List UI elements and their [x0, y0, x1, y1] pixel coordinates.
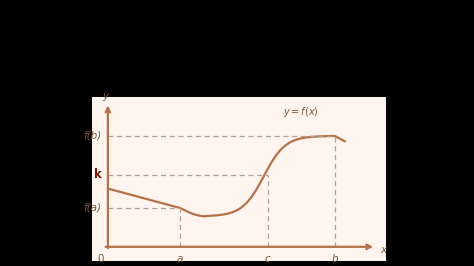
Text: x: x	[380, 245, 386, 255]
Text: f(b): f(b)	[83, 131, 101, 141]
Text: c: c	[265, 255, 271, 264]
Text: $y = f(x)$: $y = f(x)$	[283, 105, 319, 119]
Text: b: b	[331, 255, 338, 264]
Text: a: a	[177, 255, 183, 264]
Text: Intermediate Value Theorem: Intermediate Value Theorem	[7, 14, 474, 48]
Text: k: k	[94, 168, 101, 181]
Text: y: y	[102, 90, 109, 101]
Text: 0: 0	[98, 254, 104, 264]
Text: Part 2: Part 2	[373, 55, 467, 82]
Text: f(a): f(a)	[83, 203, 101, 213]
